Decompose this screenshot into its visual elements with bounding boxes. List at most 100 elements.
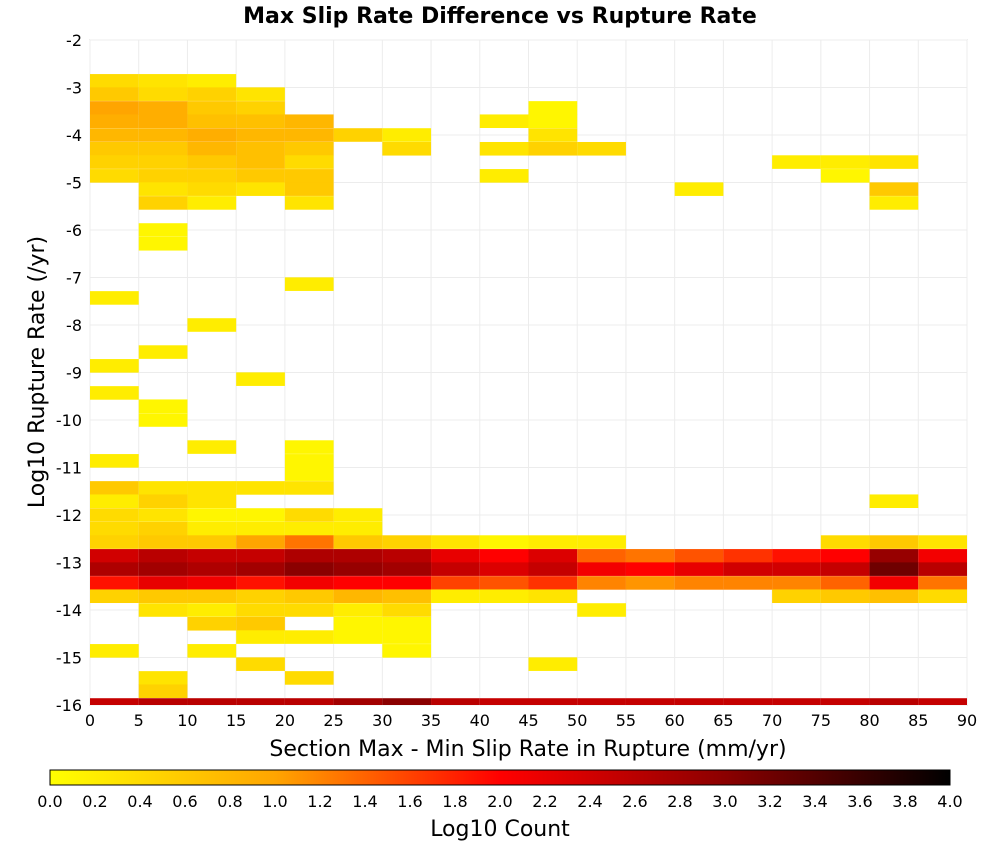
x-tick-label: 25 [323, 711, 343, 730]
heatmap-cell [187, 494, 237, 509]
heatmap-cell [918, 549, 967, 563]
heatmap-cell [284, 698, 334, 705]
heatmap-cell [90, 101, 139, 115]
heatmap-cell [772, 549, 821, 563]
heatmap-cell [382, 549, 432, 563]
heatmap-cell [869, 549, 919, 563]
heatmap-cell [723, 576, 773, 590]
colorbar-label: Log10 Count [430, 817, 570, 842]
heatmap-cell [236, 698, 285, 705]
heatmap-cell [723, 562, 773, 576]
heatmap-cell [431, 698, 480, 705]
heatmap-cell [528, 114, 578, 129]
heatmap-cell [723, 698, 773, 705]
x-tick-label: 75 [811, 711, 831, 730]
heatmap-cell [187, 644, 237, 658]
heatmap-cell [333, 535, 383, 549]
heatmap-cell [284, 508, 334, 522]
heatmap-cell [528, 535, 578, 549]
heatmap-cells [90, 74, 967, 705]
heatmap-cell [869, 562, 919, 576]
heatmap-cell [382, 562, 432, 576]
heatmap-cell [577, 576, 626, 590]
heatmap-cell [138, 508, 188, 522]
heatmap-cell [674, 182, 724, 196]
heatmap-cell [90, 494, 139, 509]
heatmap-cell [431, 549, 480, 563]
heatmap-cell [236, 549, 285, 563]
x-tick-label: 35 [421, 711, 441, 730]
heatmap-cell [772, 698, 821, 705]
heatmap-cell [236, 589, 285, 604]
heatmap-cell [284, 182, 334, 196]
heatmap-cell [236, 616, 285, 631]
heatmap-cell [284, 155, 334, 169]
y-tick-label: -12 [56, 506, 82, 525]
colorbar-ticks: 0.0 0.2 0.4 0.6 0.8 1.0 1.2 1.4 1.6 1.8 2.0 2.2 2.4 2… [37, 792, 962, 811]
heatmap-cell [284, 562, 334, 576]
heatmap-cell [382, 128, 432, 142]
heatmap-cell [138, 589, 188, 604]
heatmap-cell [918, 576, 967, 590]
colorbar-tick-label: 1.2 [307, 792, 332, 811]
heatmap-cell [187, 128, 237, 142]
heatmap-cell [577, 603, 626, 617]
heatmap-cell [236, 603, 285, 617]
colorbar-tick-label: 2.2 [532, 792, 557, 811]
heatmap-cell [90, 521, 139, 536]
x-tick-label: 15 [226, 711, 246, 730]
heatmap-cell [772, 589, 821, 604]
heatmap-cell [284, 141, 334, 156]
y-tick-label: -7 [66, 269, 82, 288]
heatmap-cell [431, 535, 480, 549]
heatmap-cell [187, 169, 237, 183]
heatmap-cell [382, 644, 432, 658]
y-tick-label: -13 [56, 554, 82, 573]
heatmap-cell [528, 549, 578, 563]
heatmap-cell [236, 169, 285, 183]
heatmap-cell [236, 535, 285, 549]
heatmap-cell [918, 535, 967, 549]
heatmap-cell [869, 182, 919, 196]
colorbar-tick-label: 0.8 [217, 792, 242, 811]
heatmap-cell [138, 521, 188, 536]
heatmap-cell [138, 535, 188, 549]
y-tick-label: -8 [66, 316, 82, 335]
heatmap-cell [187, 603, 237, 617]
y-tick-label: -16 [56, 696, 82, 715]
x-axis-label: Section Max - Min Slip Rate in Rupture (… [269, 737, 786, 762]
heatmap-cell [820, 535, 870, 549]
heatmap-cell [820, 549, 870, 563]
heatmap-cell [236, 128, 285, 142]
y-tick-label: -2 [66, 31, 82, 50]
heatmap-cell [577, 549, 626, 563]
heatmap-cell [918, 698, 967, 705]
heatmap-cell [333, 521, 383, 536]
y-tick-label: -9 [66, 364, 82, 383]
heatmap-cell [869, 589, 919, 604]
heatmap-cell [284, 454, 334, 468]
heatmap-cell [284, 467, 334, 481]
heatmap-cell [479, 169, 529, 183]
heatmap-cell [138, 671, 188, 685]
heatmap-cell [187, 114, 237, 129]
heatmap-cell [479, 141, 529, 156]
heatmap-cell [382, 141, 432, 156]
heatmap-cell [236, 141, 285, 156]
heatmap-cell [138, 399, 188, 414]
heatmap-cell [236, 481, 285, 495]
heatmap-cell [90, 698, 139, 705]
heatmap-cell [90, 589, 139, 604]
heatmap-cell [284, 603, 334, 617]
heatmap-cell [187, 521, 237, 536]
heatmap-cell [918, 562, 967, 576]
heatmap-cell [187, 616, 237, 631]
heatmap-cell [138, 562, 188, 576]
heatmap-cell [90, 644, 139, 658]
heatmap-cell [187, 535, 237, 549]
heatmap-cell [431, 589, 480, 604]
heatmap-cell [528, 128, 578, 142]
heatmap-cell [820, 589, 870, 604]
heatmap-cell [90, 386, 139, 400]
